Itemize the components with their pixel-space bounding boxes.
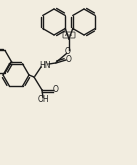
Text: O: O [66, 55, 71, 65]
FancyBboxPatch shape [63, 32, 75, 38]
Text: OH: OH [37, 96, 49, 104]
Text: Abs: Abs [65, 33, 73, 37]
Text: HN: HN [39, 61, 51, 69]
Text: O: O [65, 47, 71, 55]
Text: O: O [53, 85, 58, 95]
